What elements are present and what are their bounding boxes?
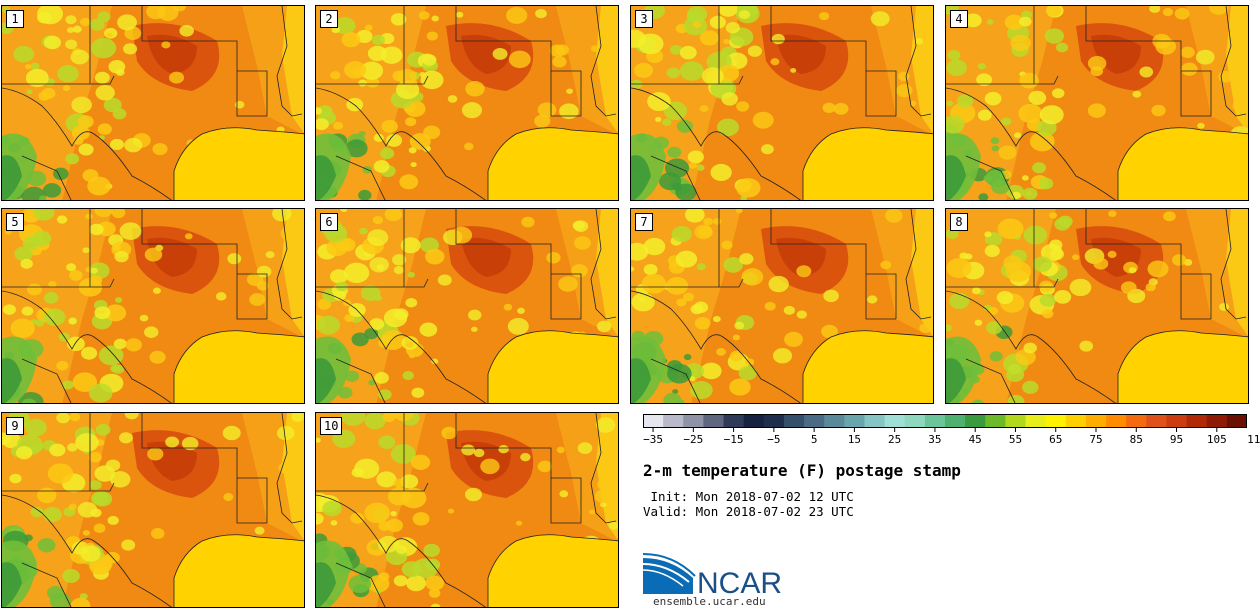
colorbar-tick-label: 35 bbox=[928, 433, 942, 446]
colorbar-segment bbox=[1025, 414, 1047, 428]
colorbar-tick-label: 45 bbox=[968, 433, 982, 446]
temperature-map bbox=[946, 209, 1248, 403]
colorbar-tick-label: −35 bbox=[643, 433, 663, 446]
colorbar-segment bbox=[783, 414, 805, 428]
colorbar-segment bbox=[824, 414, 845, 428]
member-number: 5 bbox=[6, 213, 24, 231]
member-number: 7 bbox=[635, 213, 653, 231]
colorbar-tick-label: −5 bbox=[767, 433, 781, 446]
colorbar-tick-label: 55 bbox=[1008, 433, 1023, 446]
colorbar-segment bbox=[1166, 414, 1188, 428]
temperature-map bbox=[2, 209, 304, 403]
colorbar-tick-label: −15 bbox=[723, 433, 744, 446]
ncar-logo: NCAR bbox=[642, 552, 793, 600]
member-panel: 9 bbox=[1, 412, 305, 608]
member-number: 10 bbox=[320, 417, 343, 435]
colorbar-tick-label: 15 bbox=[847, 433, 862, 446]
colorbar-segment bbox=[703, 414, 725, 428]
member-number: 3 bbox=[635, 10, 653, 28]
colorbar-segment bbox=[864, 414, 886, 428]
colorbar-tick-label: 115 bbox=[1247, 433, 1260, 446]
colorbar-tick-label: 85 bbox=[1129, 433, 1143, 446]
member-panel: 4 bbox=[945, 5, 1249, 201]
colorbar-tick-label: 95 bbox=[1169, 433, 1184, 446]
colorbar-segment bbox=[1106, 414, 1127, 428]
colorbar-segment bbox=[844, 414, 865, 428]
colorbar-segment bbox=[985, 414, 1006, 428]
colorbar-tick-label: 75 bbox=[1089, 433, 1103, 446]
temperature-map bbox=[631, 209, 933, 403]
temperature-map bbox=[631, 6, 933, 200]
temperature-map bbox=[316, 6, 618, 200]
temperature-map bbox=[2, 413, 304, 607]
colorbar bbox=[643, 414, 1258, 440]
colorbar-tick-label: 5 bbox=[810, 433, 818, 446]
member-panel: 1 bbox=[1, 5, 305, 201]
colorbar-segment bbox=[683, 414, 704, 428]
colorbar-segment bbox=[904, 414, 926, 428]
temperature-map bbox=[2, 6, 304, 200]
colorbar-segment bbox=[1146, 414, 1167, 428]
member-panel: 6 bbox=[315, 208, 619, 404]
colorbar-segment bbox=[1226, 414, 1248, 428]
colorbar-segment bbox=[1045, 414, 1067, 428]
colorbar-segment bbox=[663, 414, 684, 428]
member-panel: 8 bbox=[945, 208, 1249, 404]
colorbar-segment bbox=[743, 414, 765, 428]
colorbar-segment bbox=[1085, 414, 1107, 428]
colorbar-tick-label: 105 bbox=[1206, 433, 1227, 446]
logo-url: ensemble.ucar.edu bbox=[653, 595, 766, 608]
logo-text: NCAR bbox=[697, 567, 782, 596]
colorbar-segment bbox=[804, 414, 825, 428]
colorbar-segment bbox=[1126, 414, 1147, 428]
valid-time: Valid: Mon 2018-07-02 23 UTC bbox=[643, 504, 854, 519]
colorbar-segment bbox=[945, 414, 966, 428]
colorbar-segment bbox=[643, 414, 664, 428]
member-panel: 3 bbox=[630, 5, 934, 201]
colorbar-tick-label: −25 bbox=[683, 433, 704, 446]
member-panel: 2 bbox=[315, 5, 619, 201]
member-number: 8 bbox=[950, 213, 968, 231]
member-panel: 7 bbox=[630, 208, 934, 404]
colorbar-segment bbox=[884, 414, 906, 428]
colorbar-segment bbox=[924, 414, 946, 428]
colorbar-tick-label: 65 bbox=[1049, 433, 1063, 446]
colorbar-segment bbox=[1065, 414, 1087, 428]
colorbar-segment bbox=[723, 414, 745, 428]
init-time: Init: Mon 2018-07-02 12 UTC bbox=[643, 489, 854, 504]
temperature-map bbox=[946, 6, 1248, 200]
member-number: 2 bbox=[320, 10, 338, 28]
colorbar-segment bbox=[965, 414, 986, 428]
temperature-map bbox=[316, 413, 618, 607]
plot-title: 2-m temperature (F) postage stamp bbox=[643, 461, 961, 480]
member-number: 6 bbox=[320, 213, 338, 231]
temperature-map bbox=[316, 209, 618, 403]
member-number: 9 bbox=[6, 417, 24, 435]
colorbar-segment bbox=[763, 414, 785, 428]
member-panel: 5 bbox=[1, 208, 305, 404]
colorbar-tick-label: 25 bbox=[888, 433, 902, 446]
colorbar-segment bbox=[1206, 414, 1228, 428]
member-number: 4 bbox=[950, 10, 968, 28]
colorbar-segment bbox=[1005, 414, 1027, 428]
member-panel: 10 bbox=[315, 412, 619, 608]
colorbar-segment bbox=[1186, 414, 1208, 428]
member-number: 1 bbox=[6, 10, 24, 28]
